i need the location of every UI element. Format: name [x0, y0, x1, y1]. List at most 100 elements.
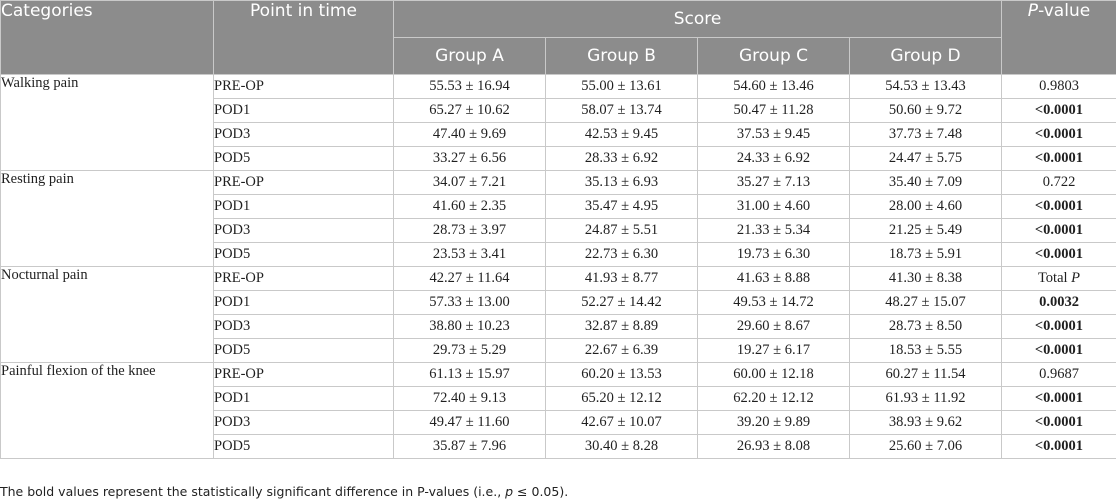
score-cell-group-c: 24.33 ± 6.92	[697, 146, 850, 171]
score-cell-group-c: 31.00 ± 4.60	[697, 194, 850, 219]
score-cell-group-b: 32.87 ± 8.89	[545, 314, 698, 339]
score-cell-group-c: 54.60 ± 13.46	[697, 74, 850, 99]
score-cell-group-d: 37.73 ± 7.48	[849, 122, 1002, 147]
table-row: POD3 38.80 ± 10.23 32.87 ± 8.89 29.60 ± 8.6…	[1, 314, 1116, 339]
p-value-cell: 0.9803	[1001, 74, 1116, 99]
table-row: POD1 65.27 ± 10.62 58.07 ± 13.74 50.47 ± 11…	[1, 98, 1116, 123]
table-row: Walking pain PRE-OP 55.53 ± 16.94 55.00 ± 1…	[0, 74, 1116, 171]
table-row: Resting pain PRE-OP 34.07 ± 7.21 35.13 ± 6.…	[0, 170, 1116, 267]
time-point-cell: POD5	[213, 338, 394, 363]
header-p-value: P-value	[1001, 0, 1116, 75]
p-value-cell: <0.0001	[1001, 194, 1116, 219]
score-cell-group-b: 35.13 ± 6.93	[545, 170, 698, 195]
header-score: Score	[393, 0, 1002, 38]
score-cell-group-b: 42.67 ± 10.07	[545, 410, 698, 435]
score-cell-group-a: 57.33 ± 13.00	[393, 290, 546, 315]
score-cell-group-a: 49.47 ± 11.60	[393, 410, 546, 435]
score-cell-group-b: 65.20 ± 12.12	[545, 386, 698, 411]
score-cell-group-d: 35.40 ± 7.09	[849, 170, 1002, 195]
score-cell-group-b: 42.53 ± 9.45	[545, 122, 698, 147]
p-value-cell: 0.0032	[1001, 290, 1116, 315]
time-point-cell: POD5	[213, 146, 394, 171]
score-cell-group-d: 38.93 ± 9.62	[849, 410, 1002, 435]
p-value-cell: 0.9687	[1001, 362, 1116, 387]
score-cell-group-d: 21.25 ± 5.49	[849, 218, 1002, 243]
score-cell-group-d: 28.73 ± 8.50	[849, 314, 1002, 339]
time-point-cell: POD1	[213, 194, 394, 219]
score-cell-group-a: 33.27 ± 6.56	[393, 146, 546, 171]
score-cell-group-b: 22.73 ± 6.30	[545, 242, 698, 267]
p-value-cell: <0.0001	[1001, 122, 1116, 147]
score-cell-group-c: 21.33 ± 5.34	[697, 218, 850, 243]
time-point-cell: POD3	[213, 410, 394, 435]
score-cell-group-a: 35.87 ± 7.96	[393, 434, 546, 459]
score-cell-group-b: 22.67 ± 6.39	[545, 338, 698, 363]
p-value-cell: <0.0001	[1001, 410, 1116, 435]
score-cell-group-c: 60.00 ± 12.18	[697, 362, 850, 387]
score-cell-group-c: 37.53 ± 9.45	[697, 122, 850, 147]
score-cell-group-b: 24.87 ± 5.51	[545, 218, 698, 243]
score-cell-group-d: 60.27 ± 11.54	[849, 362, 1002, 387]
score-cell-group-b: 55.00 ± 13.61	[545, 74, 698, 99]
p-value-cell: <0.0001	[1001, 434, 1116, 459]
score-cell-group-c: 62.20 ± 12.12	[697, 386, 850, 411]
time-point-cell: PRE-OP	[213, 266, 394, 291]
score-cell-group-d: 25.60 ± 7.06	[849, 434, 1002, 459]
p-value-cell: <0.0001	[1001, 146, 1116, 171]
footnote-text-before: The bold values represent the statistica…	[0, 484, 506, 499]
p-value-cell: <0.0001	[1001, 338, 1116, 363]
score-cell-group-d: 18.53 ± 5.55	[849, 338, 1002, 363]
time-point-cell: PRE-OP	[213, 170, 394, 195]
footnote: The bold values represent the statistica…	[0, 484, 568, 499]
score-cell-group-b: 52.27 ± 14.42	[545, 290, 698, 315]
score-cell-group-a: 28.73 ± 3.97	[393, 218, 546, 243]
p-value-cell: 0.722	[1001, 170, 1116, 195]
time-point-cell: POD3	[213, 218, 394, 243]
header-group-d: Group D	[849, 37, 1002, 75]
p-value-prefix: Total	[1037, 270, 1072, 286]
category-cell: Resting pain	[0, 170, 214, 267]
time-point-cell: PRE-OP	[213, 74, 394, 99]
score-table: Categories Point in time Score P-value G…	[0, 0, 1116, 459]
score-cell-group-b: 30.40 ± 8.28	[545, 434, 698, 459]
score-cell-group-c: 19.73 ± 6.30	[697, 242, 850, 267]
footnote-italic-p: p	[505, 484, 514, 499]
header-point-in-time: Point in time	[213, 0, 394, 75]
score-cell-group-a: 65.27 ± 10.62	[393, 98, 546, 123]
table-row: POD5 29.73 ± 5.29 22.67 ± 6.39 19.27 ± 6.17…	[1, 338, 1116, 363]
time-point-cell: POD1	[213, 98, 394, 123]
table-row: Painful flexion of the knee PRE-OP 61.13 ±…	[0, 362, 1116, 459]
time-point-cell: POD3	[213, 122, 394, 147]
p-value-cell: <0.0001	[1001, 386, 1116, 411]
score-cell-group-d: 24.47 ± 5.75	[849, 146, 1002, 171]
time-point-cell: PRE-OP	[213, 362, 394, 387]
p-value-cell: <0.0001	[1001, 98, 1116, 123]
header-group-c: Group C	[697, 37, 850, 75]
table-row: POD5 33.27 ± 6.56 28.33 ± 6.92 24.33 ± 6.92…	[1, 146, 1116, 171]
score-cell-group-b: 60.20 ± 13.53	[545, 362, 698, 387]
score-cell-group-a: 55.53 ± 16.94	[393, 74, 546, 99]
score-cell-group-b: 41.93 ± 8.77	[545, 266, 698, 291]
header-categories: Categories	[0, 0, 214, 75]
table-row: POD5 35.87 ± 7.96 30.40 ± 8.28 26.93 ± 8.08…	[1, 434, 1116, 459]
score-cell-group-b: 28.33 ± 6.92	[545, 146, 698, 171]
score-cell-group-d: 48.27 ± 15.07	[849, 290, 1002, 315]
table-row: Nocturnal pain PRE-OP 42.27 ± 11.64 41.93 ±…	[0, 266, 1116, 363]
header-p-value-prefix: P	[1027, 1, 1039, 21]
score-cell-group-d: 18.73 ± 5.91	[849, 242, 1002, 267]
table-row: POD3 49.47 ± 11.60 42.67 ± 10.07 39.20 ± 9.…	[1, 410, 1116, 435]
p-value-text: P	[1071, 270, 1081, 286]
score-cell-group-d: 28.00 ± 4.60	[849, 194, 1002, 219]
table-row: POD1 72.40 ± 9.13 65.20 ± 12.12 62.20 ± 12.…	[1, 386, 1116, 411]
p-value-cell: <0.0001	[1001, 218, 1116, 243]
score-cell-group-a: 34.07 ± 7.21	[393, 170, 546, 195]
score-cell-group-d: 54.53 ± 13.43	[849, 74, 1002, 99]
category-cell: Walking pain	[0, 74, 214, 171]
score-cell-group-d: 41.30 ± 8.38	[849, 266, 1002, 291]
time-point-cell: POD1	[213, 290, 394, 315]
time-point-cell: POD5	[213, 434, 394, 459]
time-point-cell: POD5	[213, 242, 394, 267]
score-cell-group-c: 41.63 ± 8.88	[697, 266, 850, 291]
time-point-cell: POD1	[213, 386, 394, 411]
table-row: POD3 28.73 ± 3.97 24.87 ± 5.51 21.33 ± 5.34…	[1, 218, 1116, 243]
